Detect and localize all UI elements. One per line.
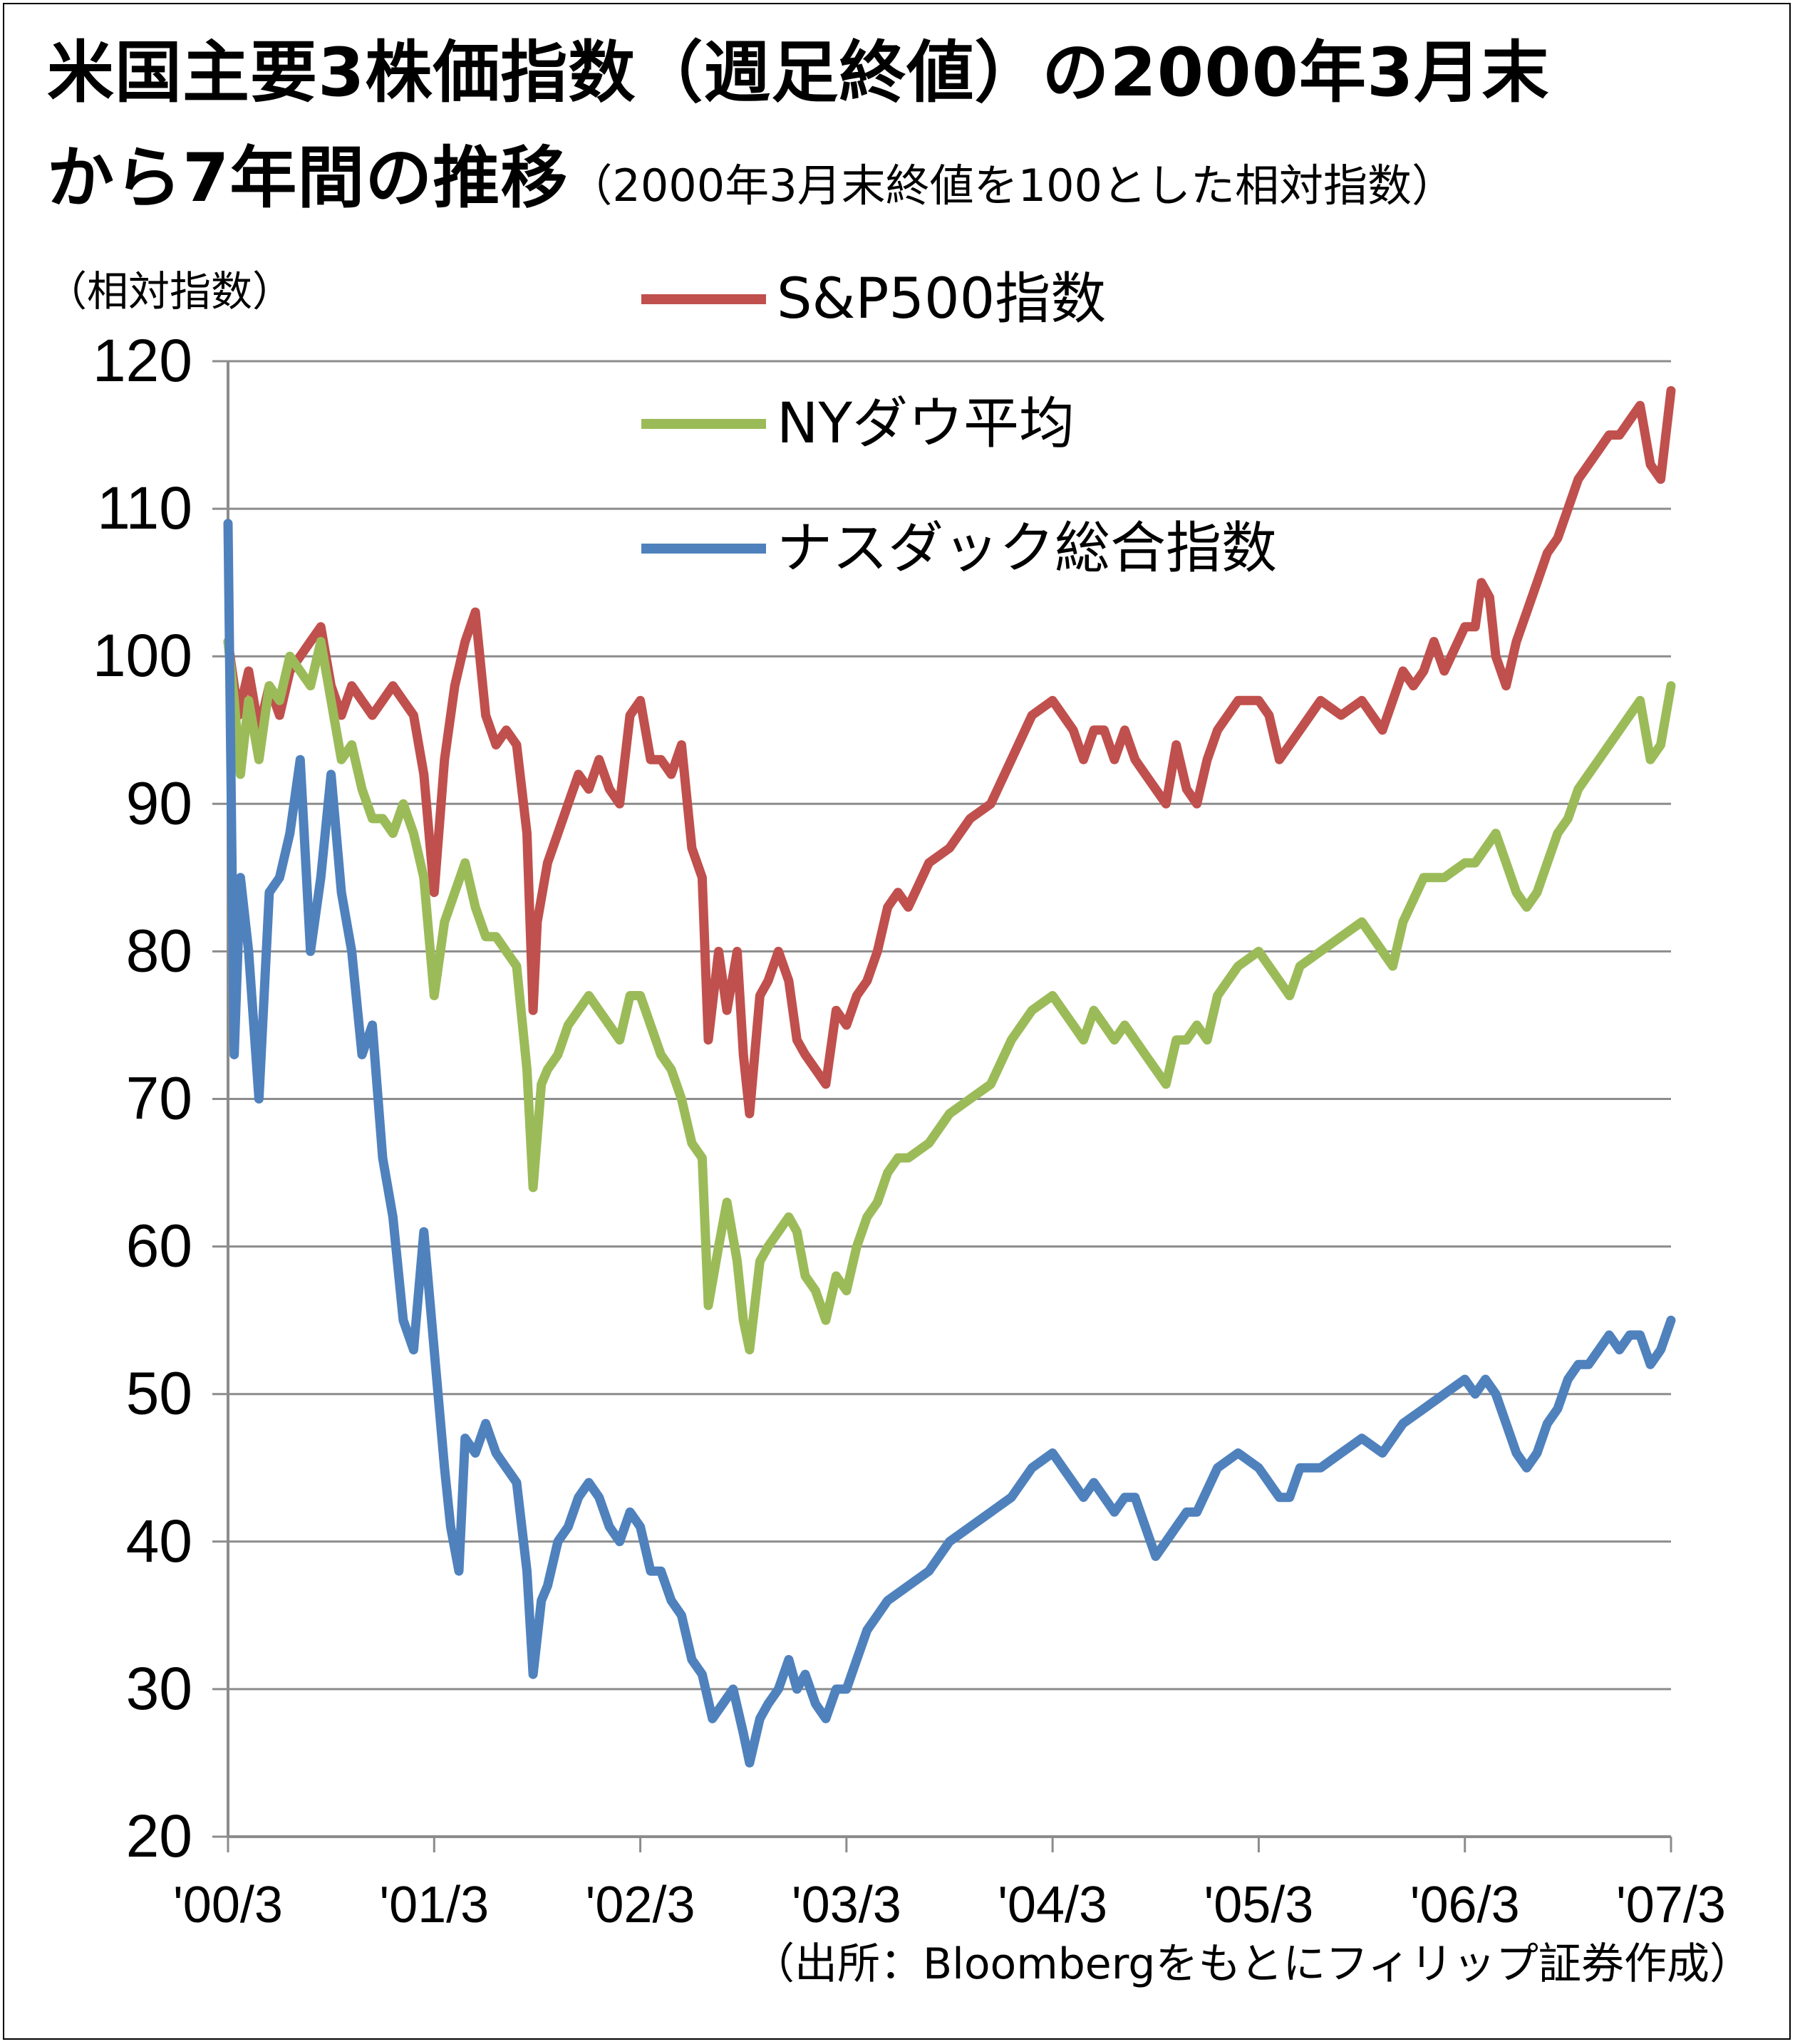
legend-label-dow: NYダウ平均 xyxy=(777,392,1075,456)
x-tick-label-0: '00/3 xyxy=(173,1877,283,1934)
chart-title-line2: から7年間の推移（2000年3月末終値を100とした相対指数） xyxy=(47,145,1456,212)
series-lines xyxy=(223,385,1676,1768)
source-note: （出所：Bloombergをもとにフィリップ証券作成） xyxy=(752,1939,1752,1989)
chart-title-line2-main: から7年間の推移 xyxy=(47,140,569,217)
y-tick-label-80: 80 xyxy=(126,917,192,984)
y-tick-label-70: 70 xyxy=(126,1065,192,1132)
x-tick-label-3: '03/3 xyxy=(792,1877,901,1934)
axes xyxy=(212,360,1672,1852)
legend-swatch-nasdaq xyxy=(641,544,766,554)
y-tick-label-90: 90 xyxy=(126,769,192,836)
x-tick-labels: '00/3 '01/3 '02/3 '03/3 '04/3 '05/3 '06/3 '07/3 xyxy=(173,1877,1726,1934)
y-tick-label-60: 60 xyxy=(126,1213,192,1280)
legend-label-nasdaq: ナスダック総合指数 xyxy=(777,517,1278,581)
chart-subtitle: （2000年3月末終値を100とした相対指数） xyxy=(568,160,1456,212)
y-tick-labels: 120 110 100 90 80 70 60 50 40 30 20 xyxy=(93,327,192,1869)
y-tick-label-20: 20 xyxy=(126,1802,192,1869)
y-tick-label-50: 50 xyxy=(126,1360,192,1427)
x-tick-label-2: '02/3 xyxy=(586,1877,695,1934)
y-tick-label-110: 110 xyxy=(97,474,192,541)
y-tick-label-30: 30 xyxy=(126,1655,192,1722)
x-tick-label-6: '06/3 xyxy=(1410,1877,1520,1934)
y-tick-label-100: 100 xyxy=(93,622,192,689)
y-tick-label-40: 40 xyxy=(126,1508,192,1574)
y-tick-label-120: 120 xyxy=(93,327,192,394)
chart-title-line1: 米国主要3株価指数（週足終値）の2000年3月末 xyxy=(47,34,1550,112)
dow-line xyxy=(223,637,1676,1355)
x-tick-label-4: '04/3 xyxy=(998,1877,1107,1934)
sp500-line xyxy=(223,385,1676,1119)
legend-swatch-dow xyxy=(641,419,766,429)
nasdaq-line xyxy=(223,519,1676,1768)
legend-label-sp500: S&P500指数 xyxy=(777,267,1107,331)
x-tick-label-5: '05/3 xyxy=(1204,1877,1313,1934)
y-axis-unit-label: （相対指数） xyxy=(46,267,294,316)
legend-swatch-sp500 xyxy=(641,294,766,304)
x-tick-label-1: '01/3 xyxy=(379,1877,489,1934)
chart-frame xyxy=(3,3,1791,2040)
x-tick-label-7: '07/3 xyxy=(1616,1877,1726,1934)
